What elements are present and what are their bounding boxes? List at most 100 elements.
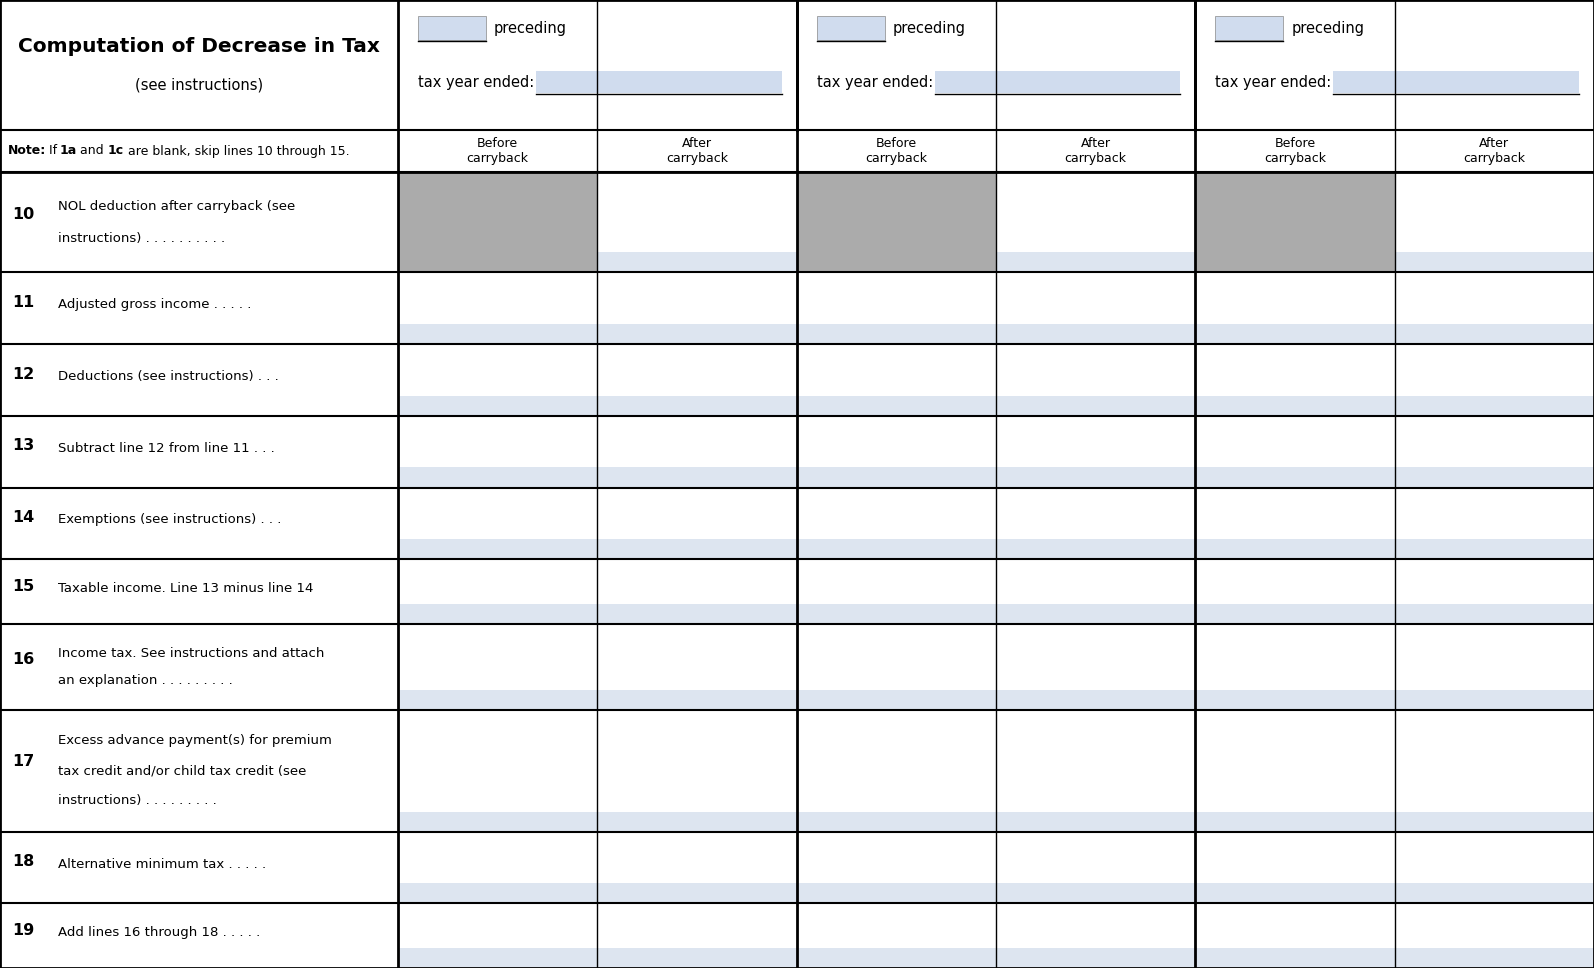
- Text: preceding: preceding: [494, 20, 567, 36]
- Text: Adjusted gross income . . . . .: Adjusted gross income . . . . .: [57, 298, 252, 311]
- Text: tax year ended:: tax year ended:: [816, 75, 932, 89]
- Text: tax year ended:: tax year ended:: [418, 75, 534, 89]
- Bar: [1395, 623, 1594, 710]
- Bar: [996, 884, 1196, 903]
- Bar: [1196, 832, 1395, 903]
- Text: 16: 16: [13, 652, 33, 667]
- Bar: [598, 903, 797, 968]
- Bar: [1196, 324, 1395, 344]
- Text: tax year ended:: tax year ended:: [1215, 75, 1331, 89]
- Bar: [1395, 884, 1594, 903]
- Bar: [797, 396, 996, 416]
- Text: Alternative minimum tax . . . . .: Alternative minimum tax . . . . .: [57, 858, 266, 870]
- Text: 19: 19: [13, 923, 33, 938]
- Text: 10: 10: [13, 206, 33, 222]
- Text: are blank, skip lines 10 through 15.: are blank, skip lines 10 through 15.: [124, 144, 349, 158]
- Bar: [1196, 172, 1395, 272]
- Bar: [398, 416, 598, 488]
- Bar: [1395, 272, 1594, 344]
- Bar: [996, 623, 1196, 710]
- Bar: [398, 539, 598, 560]
- Bar: [797, 324, 996, 344]
- Text: 12: 12: [13, 367, 33, 381]
- Bar: [1196, 560, 1395, 623]
- Bar: [1196, 272, 1395, 344]
- Text: preceding: preceding: [1291, 20, 1364, 36]
- Bar: [398, 832, 598, 903]
- Bar: [996, 812, 1196, 832]
- Bar: [1395, 832, 1594, 903]
- Text: 1c: 1c: [108, 144, 124, 158]
- Bar: [1395, 903, 1594, 968]
- Text: 11: 11: [13, 295, 33, 310]
- Bar: [816, 16, 885, 40]
- Bar: [996, 468, 1196, 488]
- Bar: [598, 416, 797, 488]
- Bar: [996, 710, 1196, 832]
- Text: Before
carryback: Before carryback: [467, 137, 529, 165]
- Bar: [1395, 468, 1594, 488]
- Bar: [1395, 488, 1594, 560]
- Bar: [996, 396, 1196, 416]
- Bar: [797, 272, 996, 344]
- Text: After
carryback: After carryback: [1065, 137, 1127, 165]
- Bar: [398, 710, 598, 832]
- Bar: [996, 604, 1196, 623]
- Bar: [797, 690, 996, 710]
- Bar: [996, 324, 1196, 344]
- Bar: [1196, 884, 1395, 903]
- Bar: [996, 253, 1196, 272]
- Text: 18: 18: [13, 855, 33, 869]
- Text: Note:: Note:: [8, 144, 46, 158]
- Bar: [797, 539, 996, 560]
- Bar: [0, 130, 1594, 172]
- Text: Excess advance payment(s) for premium: Excess advance payment(s) for premium: [57, 734, 332, 747]
- Text: Exemptions (see instructions) . . .: Exemptions (see instructions) . . .: [57, 513, 282, 527]
- Bar: [1395, 324, 1594, 344]
- Text: (see instructions): (see instructions): [135, 77, 263, 92]
- Bar: [398, 344, 598, 416]
- Bar: [398, 560, 598, 623]
- Bar: [797, 623, 996, 710]
- Bar: [1196, 710, 1395, 832]
- Bar: [598, 710, 797, 832]
- Bar: [398, 812, 598, 832]
- Bar: [797, 488, 996, 560]
- Bar: [0, 710, 398, 832]
- Bar: [0, 0, 398, 130]
- Bar: [598, 253, 797, 272]
- Bar: [1395, 539, 1594, 560]
- Bar: [934, 71, 1180, 93]
- Bar: [0, 560, 398, 623]
- Bar: [1395, 690, 1594, 710]
- Bar: [1395, 344, 1594, 416]
- Bar: [398, 604, 598, 623]
- Bar: [1196, 253, 1395, 272]
- Bar: [1196, 539, 1395, 560]
- Bar: [996, 560, 1196, 623]
- Bar: [996, 948, 1196, 968]
- Bar: [797, 948, 996, 968]
- Bar: [797, 560, 996, 623]
- Bar: [996, 488, 1196, 560]
- Bar: [797, 468, 996, 488]
- Text: Before
carryback: Before carryback: [1264, 137, 1326, 165]
- Text: If: If: [45, 144, 61, 158]
- Bar: [1215, 16, 1283, 40]
- Bar: [598, 539, 797, 560]
- Bar: [0, 832, 398, 903]
- Bar: [398, 172, 598, 272]
- Bar: [1196, 623, 1395, 710]
- Text: Taxable income. Line 13 minus line 14: Taxable income. Line 13 minus line 14: [57, 582, 314, 594]
- Bar: [1395, 710, 1594, 832]
- Bar: [598, 324, 797, 344]
- Bar: [398, 623, 598, 710]
- Bar: [996, 539, 1196, 560]
- Bar: [598, 172, 797, 272]
- Bar: [797, 812, 996, 832]
- Bar: [598, 604, 797, 623]
- Bar: [1196, 812, 1395, 832]
- Bar: [1395, 172, 1594, 272]
- Text: instructions) . . . . . . . . . .: instructions) . . . . . . . . . .: [57, 231, 225, 245]
- Bar: [598, 948, 797, 968]
